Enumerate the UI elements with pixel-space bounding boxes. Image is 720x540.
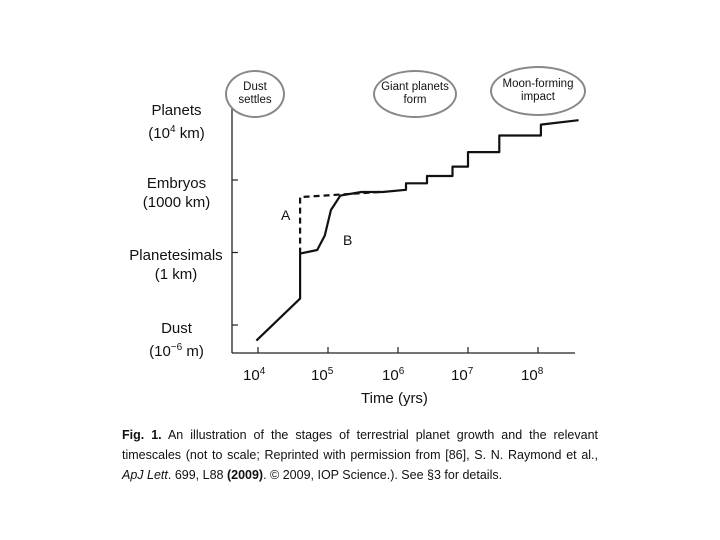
- figure-caption: Fig. 1. An illustration of the stages of…: [122, 425, 598, 485]
- x-tick-label-1e8: 108: [521, 366, 544, 384]
- y-label-planets: Planets (104 km): [124, 101, 229, 143]
- caption-year: (2009): [226, 468, 264, 482]
- curve-label-b: B: [343, 232, 353, 248]
- y-label-planetesimals: Planetesimals (1 km): [116, 246, 236, 284]
- caption-text-3: . © 2009, IOP Science.). See §3 for deta…: [263, 468, 503, 482]
- series-line-dust-to-planetesimals: [255, 253, 302, 342]
- y-label-embryos: Embryos (1000 km): [124, 174, 229, 212]
- curve-label-a: A: [281, 207, 291, 223]
- y-label-dust: Dust (10−6 m): [124, 319, 229, 361]
- x-tick-label-1e5: 105: [311, 366, 334, 384]
- y-label-planets-name: Planets: [151, 102, 202, 119]
- series-line-b: [299, 119, 579, 255]
- series-line-a: [299, 190, 380, 254]
- caption-fig-label: Fig. 1.: [122, 428, 162, 442]
- milestone-moon-forming-impact: Moon-forming impact: [490, 66, 586, 116]
- y-label-planetesimals-name: Planetesimals: [129, 247, 223, 264]
- y-label-dust-size: (10−6 m): [149, 342, 204, 360]
- x-tick-label-1e4: 104: [243, 366, 266, 384]
- y-label-embryos-size: (1000 km): [142, 194, 211, 211]
- x-tick-label-1e6: 106: [382, 366, 405, 384]
- y-label-dust-name: Dust: [161, 320, 192, 337]
- caption-text-1: An illustration of the stages of terrest…: [122, 428, 598, 462]
- y-label-planets-size: (104 km): [148, 124, 205, 142]
- milestone-dust-settles: Dust settles: [225, 70, 285, 118]
- x-tick-label-1e7: 107: [451, 366, 474, 384]
- x-axis-title: Time (yrs): [361, 390, 428, 407]
- y-label-embryos-name: Embryos: [146, 175, 207, 192]
- milestone-giant-planets-form: Giant planets form: [373, 70, 457, 118]
- chart-plot: [231, 103, 579, 354]
- caption-journal: ApJ Lett: [122, 468, 168, 482]
- caption-text-2: . 699, L88: [167, 468, 227, 482]
- y-label-planetesimals-size: (1 km): [154, 266, 198, 283]
